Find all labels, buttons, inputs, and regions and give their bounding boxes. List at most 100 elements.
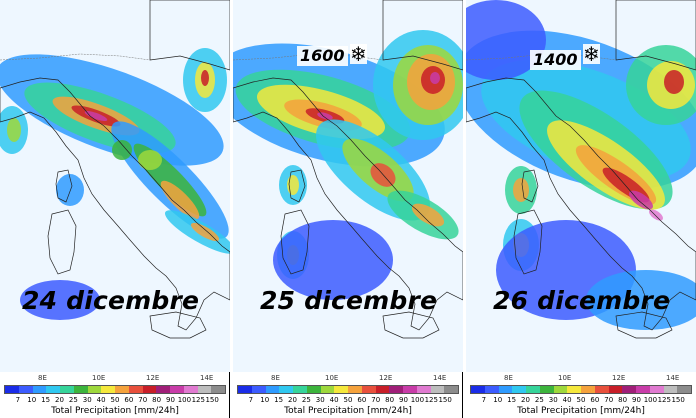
colorbar-tick-label: 150 (205, 396, 219, 404)
precipitation-area (138, 150, 162, 170)
colorbar-tick-label: 80 (385, 396, 395, 404)
longitude-axis: 8E 10E 12E 14E (0, 374, 230, 384)
colorbar-cell (18, 386, 33, 393)
colorbar-cell (5, 386, 19, 393)
precipitation-area (430, 72, 440, 84)
coastline (149, 311, 207, 339)
colorbar-tick-label: 40 (329, 396, 339, 404)
colorbar-cell (512, 386, 526, 393)
longitude-label: 10E (92, 374, 106, 382)
colorbar-tick-label: 60 (357, 396, 367, 404)
colorbar-title: Total Precipitation [mm/24h] (517, 406, 645, 416)
coastline (615, 0, 696, 71)
colorbar-tick-label: 100 (177, 396, 192, 404)
colorbar-tick-label: 40 (562, 396, 572, 404)
colorbar-cell (128, 386, 143, 393)
colorbar-tick-label: 70 (604, 396, 614, 404)
colorbar-tick-label: 25 (534, 396, 544, 404)
longitude-label: 12E (146, 374, 160, 382)
longitude-label: 14E (200, 374, 214, 382)
colorbar-cell (389, 386, 403, 393)
precipitation-area (629, 190, 653, 210)
coastline (55, 169, 73, 203)
coastline (513, 209, 543, 275)
colorbar-tick-label: 80 (618, 396, 628, 404)
colorbar-cell (170, 386, 184, 393)
colorbar (470, 385, 692, 394)
coastline (466, 77, 696, 331)
colorbar-tick-label: 7 (481, 396, 487, 404)
colorbar-tick-label: 50 (576, 396, 586, 404)
snow-level-label: 1600 (297, 46, 348, 66)
colorbar-tick-label: 70 (371, 396, 381, 404)
colorbar-tick-label: 15 (274, 396, 284, 404)
colorbar-tick-label: 7 (15, 396, 21, 404)
colorbar-tick-label: 20 (55, 396, 64, 404)
map-panel-26: 1400 ❄ 26 dicembre 8E 10E 12E 14E 7 10 15 20 25… (466, 0, 696, 418)
colorbar-tick-label: 15 (507, 396, 517, 404)
precipitation-map (233, 0, 463, 372)
longitude-label: 8E (271, 374, 280, 382)
longitude-label: 10E (558, 374, 572, 382)
map-panel-24: 24 dicembre 8E 10E 12E 14E 7 10 15 20 25 30 40 50 6… (0, 0, 230, 418)
precipitation-area (466, 0, 546, 80)
precipitation-area (20, 280, 100, 320)
colorbar-cell (197, 386, 212, 393)
colorbar-cell (142, 386, 157, 393)
colorbar-cell (663, 386, 678, 393)
border-line (0, 53, 151, 61)
colorbar (237, 385, 459, 394)
colorbar-cell (115, 386, 129, 393)
colorbar-tick-label: 125 (424, 396, 438, 404)
colorbar-cell (526, 386, 540, 393)
precipitation-area (160, 180, 200, 220)
longitude-label: 14E (433, 374, 447, 382)
colorbar-tick-label: 90 (166, 396, 175, 404)
colorbar (4, 385, 226, 394)
colorbar-cell (238, 386, 252, 393)
coastline (0, 77, 230, 331)
colorbar-title: Total Precipitation [mm/24h] (284, 406, 412, 416)
colorbar-cell (87, 386, 102, 393)
colorbar-tick-label: 7 (248, 396, 254, 404)
colorbar-tick-label: 60 (590, 396, 600, 404)
longitude-label: 10E (325, 374, 339, 382)
colorbar-tick-label: 125 (191, 396, 205, 404)
colorbar-tick-label: 25 (68, 396, 78, 404)
colorbar-cell (251, 386, 266, 393)
colorbar-cell (444, 386, 458, 393)
colorbar-cell (594, 386, 609, 393)
colorbar-cell (211, 386, 225, 393)
coastline (288, 169, 306, 203)
precipitation-area (586, 270, 696, 330)
colorbar-cell (471, 386, 485, 393)
precipitation-area (56, 174, 84, 206)
coastline (280, 209, 310, 275)
colorbar-cell (553, 386, 568, 393)
colorbar-tick-label: 60 (124, 396, 134, 404)
date-label: 25 dicembre (260, 286, 438, 315)
colorbar-cell (306, 386, 321, 393)
longitude-axis: 8E 10E 12E 14E (233, 374, 463, 384)
colorbar-tick-label: 30 (548, 396, 558, 404)
coastline (521, 169, 539, 203)
colorbar-cell (334, 386, 348, 393)
precipitation-area (664, 70, 684, 94)
colorbar-cell (581, 386, 595, 393)
colorbar-cell (430, 386, 445, 393)
snow-level-label: 1400 (530, 50, 581, 70)
colorbar-cell (608, 386, 623, 393)
colorbar-cell (636, 386, 650, 393)
colorbar-cell (156, 386, 170, 393)
precipitation-map (466, 0, 696, 372)
colorbar-tick-label: 125 (657, 396, 671, 404)
colorbar-cell (46, 386, 60, 393)
colorbar-tick-label: 30 (315, 396, 325, 404)
colorbar-tick-label: 20 (288, 396, 297, 404)
date-label: 26 dicembre (493, 286, 671, 315)
colorbar-cell (677, 386, 691, 393)
colorbar-cell (622, 386, 636, 393)
precipitation-area (513, 178, 529, 202)
colorbar-cell (539, 386, 554, 393)
precipitation-area (201, 70, 209, 86)
